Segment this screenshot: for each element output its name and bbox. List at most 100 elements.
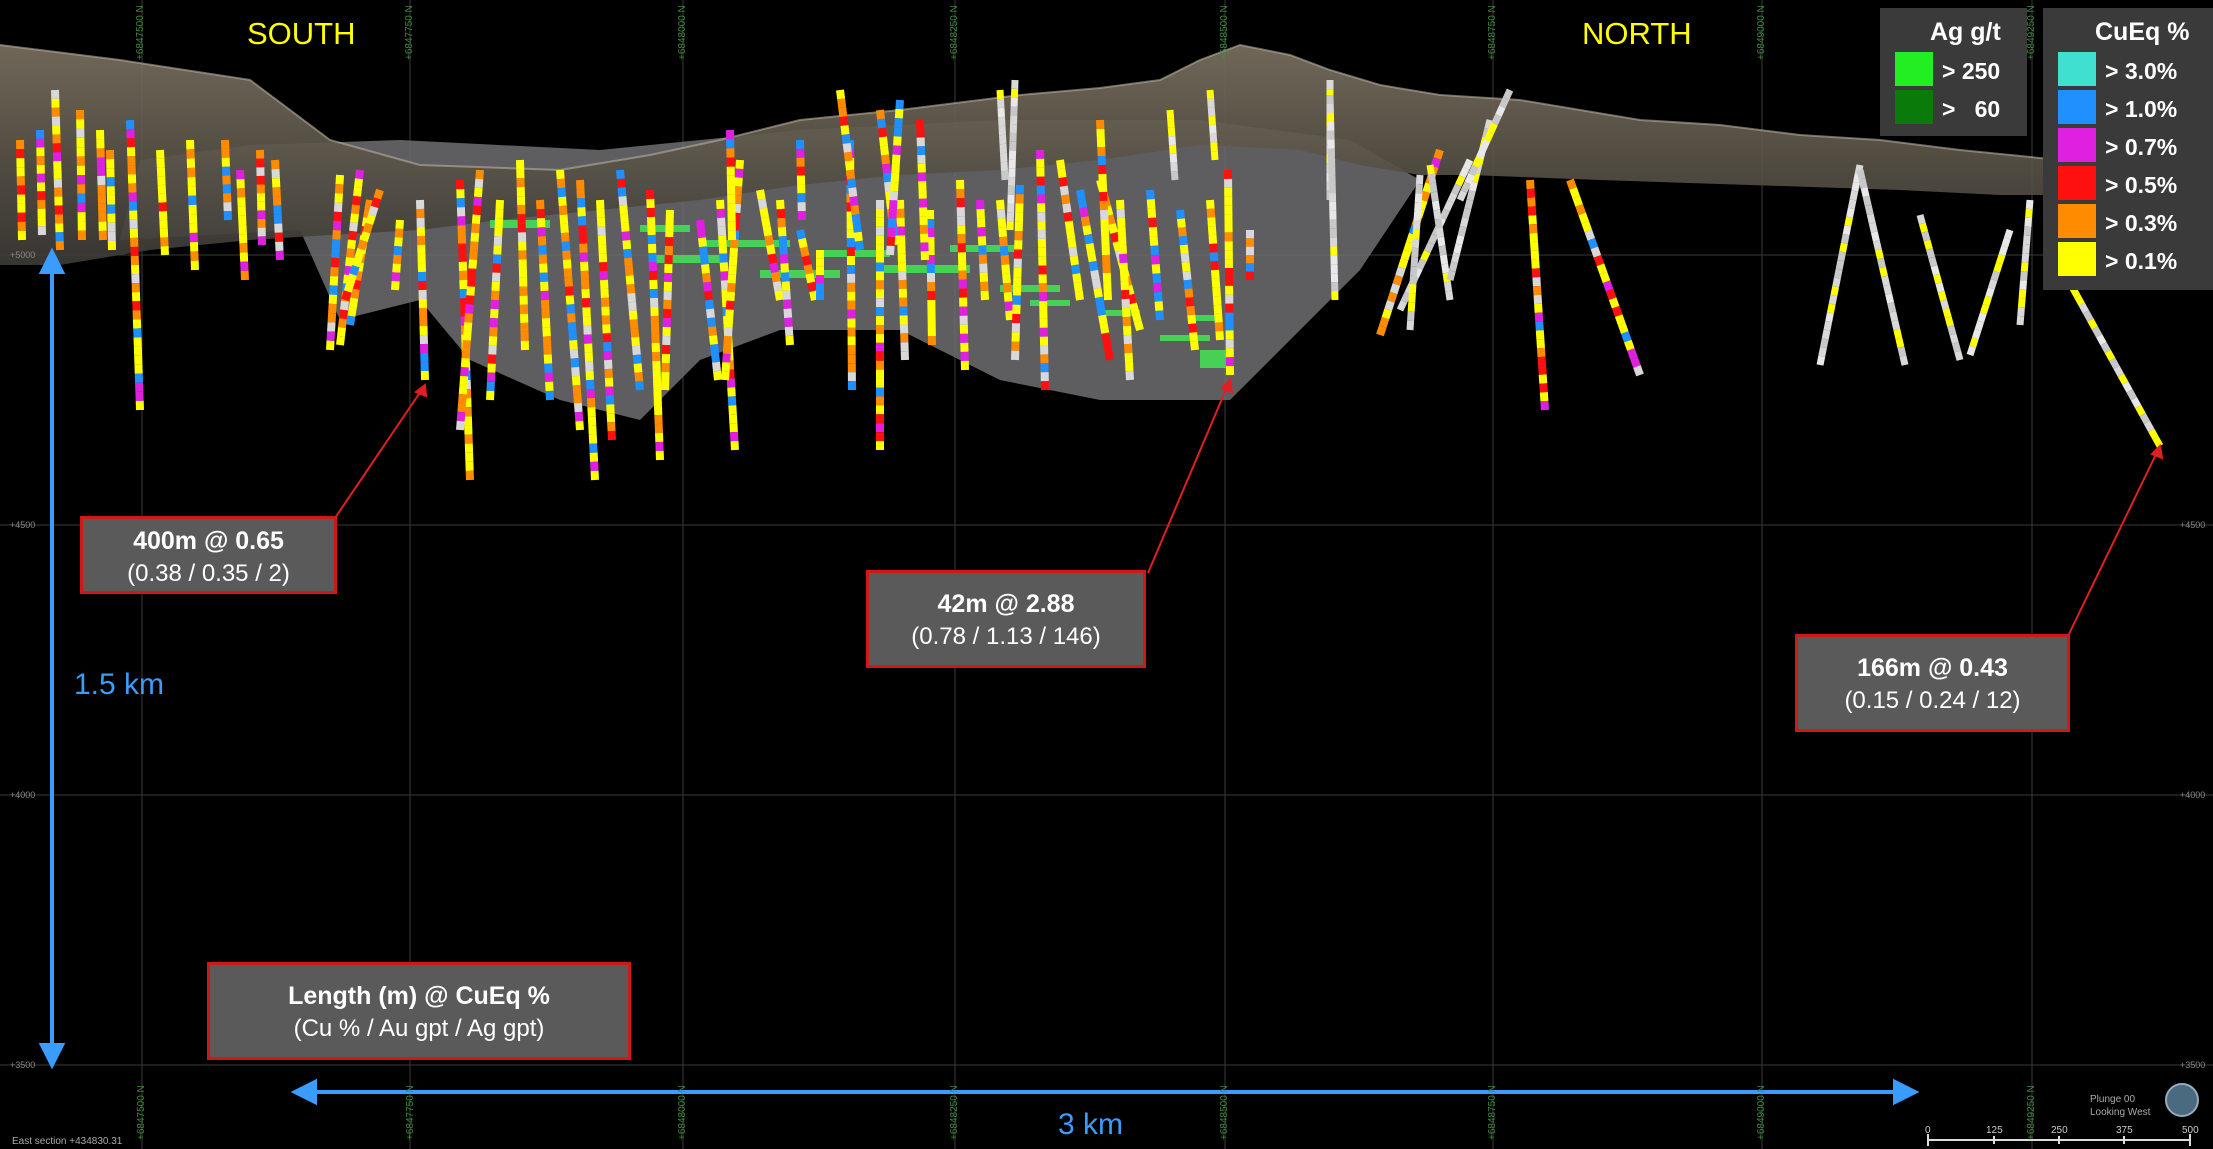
- drill-hole-segment: [332, 230, 341, 240]
- elevation-tick: +5000: [10, 250, 36, 260]
- drill-hole-segment: [1176, 218, 1186, 228]
- drill-hole-segment: [1151, 254, 1160, 265]
- drill-hole-segment: [370, 197, 382, 209]
- drill-hole-segment: [556, 178, 566, 189]
- drill-hole-segment: [1974, 320, 1985, 332]
- drill-hole-segment: [333, 202, 343, 213]
- drill-hole-segment: [1124, 352, 1133, 363]
- drill-hole-segment: [1069, 255, 1079, 266]
- drill-hole-segment: [1453, 243, 1463, 255]
- drill-hole-segment: [734, 177, 743, 187]
- drill-hole-segment: [1476, 147, 1487, 160]
- drill-hole-segment: [699, 246, 708, 257]
- drill-hole-segment: [2100, 342, 2111, 354]
- drill-hole-segment: [625, 275, 635, 285]
- drill-hole-segment: [570, 357, 580, 368]
- drill-hole-segment: [1430, 191, 1439, 202]
- drill-hole-segment: [1569, 187, 1580, 199]
- drill-hole-segment: [851, 213, 861, 224]
- drill-hole-segment: [1868, 222, 1878, 233]
- drill-hole-segment: [1002, 273, 1011, 284]
- drill-hole-segment: [730, 238, 739, 249]
- drill-hole-segment: [998, 125, 1006, 136]
- drill-hole-segment: [1495, 105, 1506, 117]
- drill-hole-segment: [1098, 314, 1108, 325]
- drill-hole-segment: [774, 290, 784, 301]
- elevation-tick: +4500: [10, 520, 36, 530]
- drill-hole-segment: [1072, 273, 1082, 284]
- drill-hole-segment: [1119, 262, 1128, 273]
- drill-hole-segment: [801, 255, 812, 266]
- drill-hole-segment: [731, 212, 741, 222]
- drill-hole-segment: [1846, 207, 1855, 218]
- drill-hole-segment: [1151, 263, 1161, 274]
- drill-hole-segment: [1116, 208, 1125, 219]
- drill-hole-segment: [1083, 234, 1094, 245]
- drill-hole-segment: [327, 312, 337, 323]
- drill-hole-segment: [777, 217, 786, 228]
- drill-hole-segment: [466, 286, 476, 296]
- drill-hole-segment: [1942, 307, 1952, 319]
- drill-hole-segment: [997, 98, 1005, 109]
- drill-hole-segment: [702, 272, 711, 283]
- drill-hole-segment: [1944, 316, 1954, 327]
- drill-hole-segment: [1860, 186, 1870, 198]
- drill-hole-segment: [701, 263, 710, 274]
- drill-hole-segment: [1581, 221, 1593, 233]
- drill-hole-segment: [1537, 356, 1547, 367]
- drill-hole-segment: [1535, 330, 1545, 340]
- drill-hole-segment: [1530, 250, 1540, 260]
- drill-hole-segment: [1971, 328, 1982, 340]
- drill-hole-segment: [852, 222, 862, 233]
- drill-hole-segment: [620, 222, 630, 232]
- northing-tick: +6849000 N: [1756, 1085, 1767, 1140]
- drill-hole-segment: [1539, 392, 1549, 402]
- drill-hole-segment: [469, 241, 479, 251]
- ag-legend-label: > 250: [1942, 58, 2001, 84]
- drill-hole-segment: [562, 259, 572, 269]
- drill-hole-segment: [1534, 312, 1544, 322]
- drill-hole-segment: [1434, 218, 1443, 229]
- drill-hole-segment: [350, 213, 359, 223]
- drill-hole-segment: [1208, 234, 1218, 245]
- drill-hole-segment: [889, 190, 899, 201]
- drill-hole-segment: [1095, 296, 1105, 308]
- drill-hole-segment: [1209, 243, 1218, 253]
- drill-hole-segment: [2024, 217, 2033, 228]
- drill-hole-segment: [998, 227, 1008, 238]
- terrain-ridge-line: [0, 43, 2213, 172]
- drill-hole-segment: [616, 169, 625, 180]
- drill-hole-segment: [1376, 325, 1387, 337]
- drill-hole-segment: [1624, 339, 1635, 351]
- drill-hole-segment: [344, 265, 353, 276]
- drill-hole-segment: [1439, 208, 1450, 220]
- drill-hole-segment: [1387, 291, 1398, 303]
- drill-hole-segment: [1534, 303, 1543, 313]
- drill-hole-segment: [573, 402, 583, 413]
- drill-hole-segment: [1851, 181, 1860, 192]
- drill-hole-segment: [1414, 202, 1422, 212]
- drill-hole-segment: [893, 127, 903, 137]
- drill-hole-segment: [1119, 253, 1128, 264]
- drill-hole-segment: [634, 372, 644, 382]
- drill-hole-segment: [1502, 88, 1514, 100]
- drill-hole-segment: [1074, 290, 1084, 301]
- drill-hole-segment: [1131, 311, 1142, 323]
- drill-hole-segment: [1433, 209, 1442, 220]
- drill-hole-segment: [1066, 229, 1076, 240]
- drill-hole-segment: [2020, 271, 2028, 281]
- drill-hole-segment: [632, 354, 642, 364]
- drill-hole-segment: [1424, 241, 1435, 254]
- drill-hole-segment: [1207, 98, 1215, 108]
- drill-hole-segment: [346, 248, 355, 258]
- drill-hole-segment: [1403, 241, 1414, 253]
- drill-hole-segment: [1117, 217, 1126, 228]
- drill-hole-segment: [2135, 404, 2146, 417]
- drill-hole-segment: [1916, 214, 1926, 225]
- drill-hole-segment: [1125, 370, 1134, 381]
- drill-hole-segment: [727, 274, 737, 284]
- drill-hole-segment: [1120, 271, 1129, 282]
- drill-hole-segment: [707, 317, 716, 328]
- drill-hole-segment: [779, 245, 788, 255]
- drill-hole-segment: [349, 222, 358, 232]
